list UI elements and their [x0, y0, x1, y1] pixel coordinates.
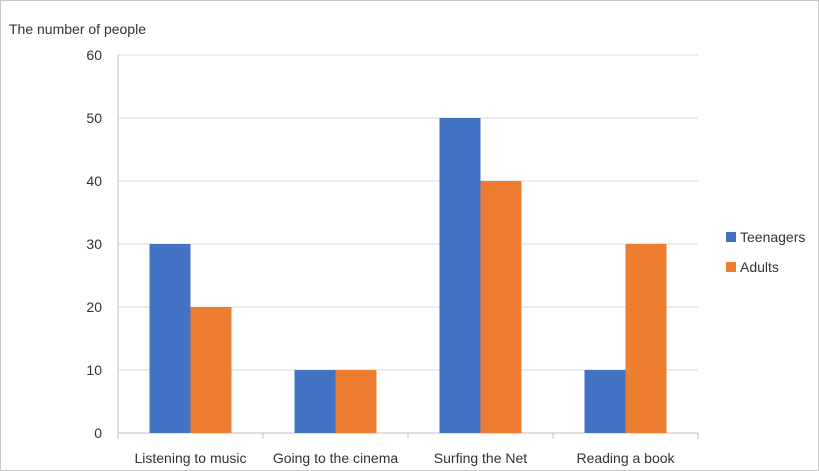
legend-label-teenagers: Teenagers [740, 229, 805, 245]
y-tick-label: 60 [86, 47, 102, 63]
y-tick-label: 20 [86, 299, 102, 315]
bar-adults-0 [190, 307, 232, 433]
bar-adults-1 [335, 370, 377, 433]
legend-label-adults: Adults [740, 259, 779, 275]
y-tick-label: 10 [86, 362, 102, 378]
y-tick-label: 40 [86, 173, 102, 189]
bars [149, 118, 667, 433]
x-category-label: Reading a book [576, 450, 675, 466]
y-tick-label: 0 [94, 425, 102, 441]
legend-swatch-teenagers [726, 232, 736, 242]
legend-swatch-adults [726, 262, 736, 272]
bar-teenagers-1 [294, 370, 336, 433]
bar-teenagers-3 [584, 370, 626, 433]
y-tick-label: 50 [86, 110, 102, 126]
x-category-label: Going to the cinema [273, 450, 399, 466]
x-axis-labels: Listening to music Going to the cinema Sur… [134, 450, 675, 466]
bar-teenagers-0 [149, 244, 191, 433]
y-tick-label: 30 [86, 236, 102, 252]
bar-teenagers-2 [439, 118, 481, 433]
x-category-label: Listening to music [134, 450, 246, 466]
bar-adults-3 [625, 244, 667, 433]
legend: Teenagers Adults [726, 229, 805, 275]
y-axis-ticks: 0 10 20 30 40 50 60 [86, 47, 102, 441]
y-axis-title: The number of people [9, 21, 146, 37]
bar-adults-2 [480, 181, 522, 433]
x-category-label: Surfing the Net [434, 450, 527, 466]
